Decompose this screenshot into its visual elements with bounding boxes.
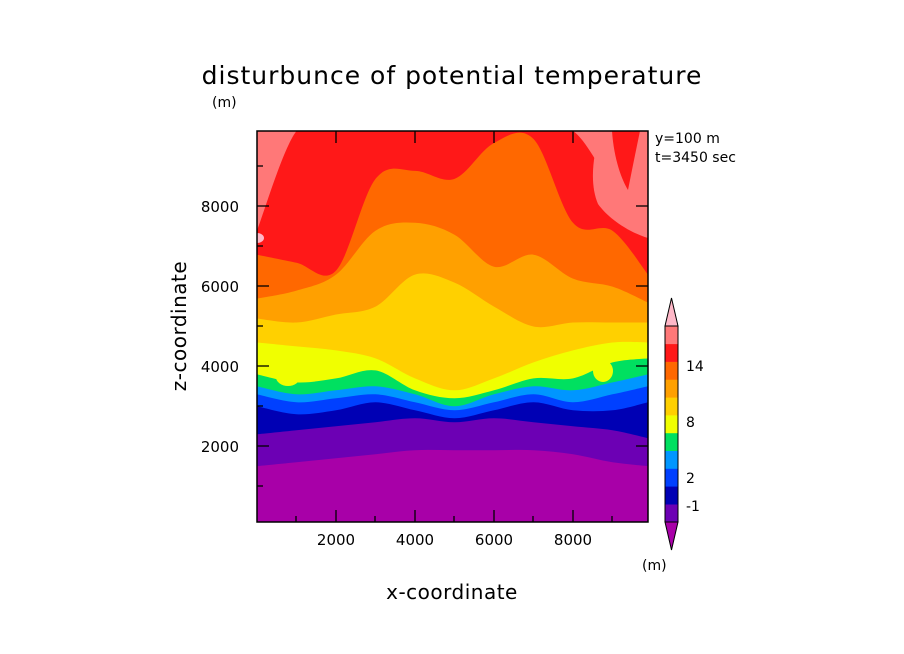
contour-field	[257, 131, 648, 522]
colorbar-tick-label: -1	[686, 499, 700, 515]
colorbar-bottom-extension	[664, 521, 679, 551]
y-tick-label: 8000	[201, 198, 239, 216]
y-tick-label: 4000	[201, 358, 239, 376]
contour-detail	[257, 131, 648, 386]
colorbar-swatch	[665, 343, 678, 362]
colorbar-swatch	[665, 450, 678, 469]
x-tick-label: 6000	[475, 531, 513, 549]
y-axis-label: z-coordinate	[167, 261, 191, 391]
pocket-right	[593, 360, 613, 382]
colorbar-frame	[664, 325, 679, 523]
colorbar-swatch	[665, 361, 678, 380]
pocket-edge	[257, 233, 264, 243]
colorbar	[664, 297, 679, 551]
x-tick-label: 8000	[554, 531, 592, 549]
colorbar-swatch	[665, 415, 678, 434]
x-tick-label: 4000	[396, 531, 434, 549]
tick-marks	[257, 131, 648, 522]
colorbar-swatch	[665, 326, 678, 345]
chart-title: disturbunce of potential temperature	[202, 61, 703, 90]
colorbar-tick-label: 8	[686, 415, 695, 431]
warm-eddy-core	[612, 131, 640, 190]
y-tick-label: 2000	[201, 438, 239, 456]
pocket-left	[276, 368, 300, 386]
colorbar-tick-label: 14	[686, 359, 704, 375]
y-tick-label: 6000	[201, 278, 239, 296]
colorbar-top-extension	[664, 297, 679, 327]
colorbar-tick-label: 2	[686, 471, 695, 487]
colorbar-swatch	[665, 397, 678, 416]
annotation-y-position: y=100 m	[655, 131, 720, 147]
colorbar-swatch	[665, 432, 678, 451]
x-axis-label: x-coordinate	[386, 580, 518, 604]
contour-band	[257, 131, 648, 276]
colorbar-swatch	[665, 468, 678, 487]
annotation-time: t=3450 sec	[655, 150, 736, 166]
colorbar-swatch	[665, 504, 678, 523]
plot-units-label: (m)	[212, 95, 237, 111]
colorbar-swatch	[665, 379, 678, 398]
x-tick-label: 2000	[317, 531, 355, 549]
colorbar-swatch	[665, 486, 678, 505]
colorbar-unit-label: (m)	[642, 558, 667, 574]
